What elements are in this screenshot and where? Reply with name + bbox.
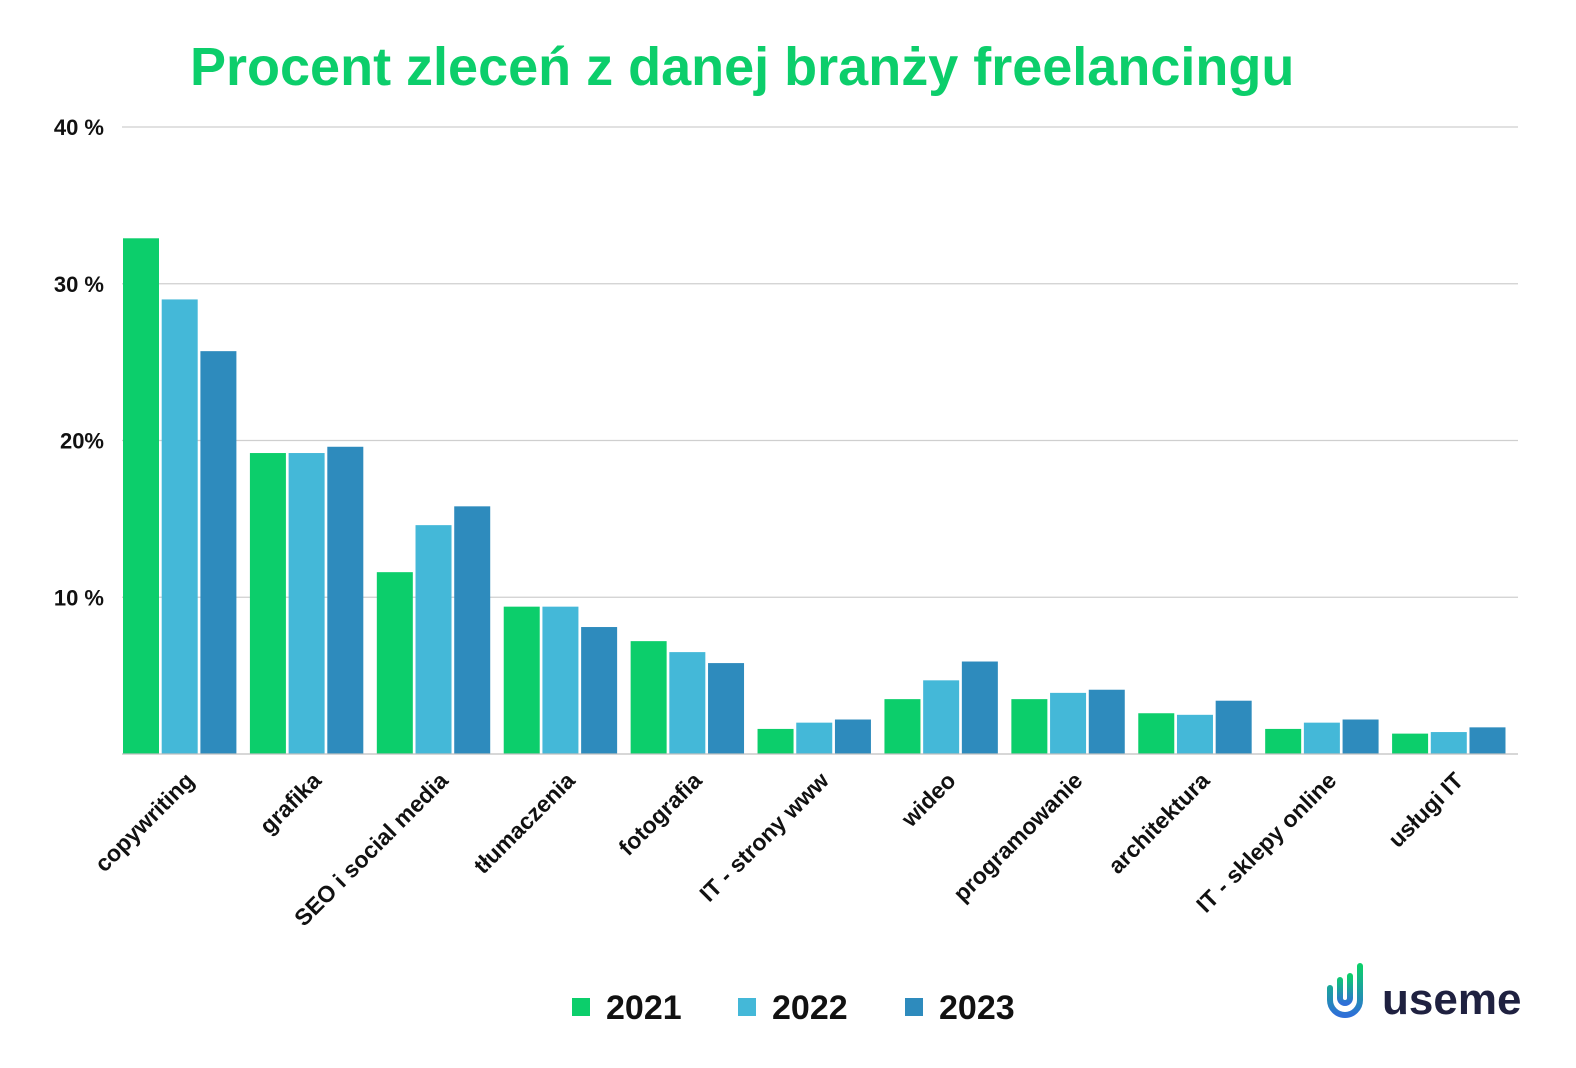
bar-2023	[454, 506, 491, 754]
bar-2023	[834, 719, 871, 754]
bar-2022	[415, 525, 452, 754]
bar-2023	[708, 663, 745, 754]
legend-label: 2021	[606, 989, 682, 1027]
bar-2021	[1265, 728, 1302, 754]
bar-2023	[327, 446, 364, 754]
bar-2023	[1342, 719, 1379, 754]
bar-2022	[1050, 692, 1087, 754]
legend-label: 2022	[772, 989, 848, 1027]
y-tick-label: 20%	[60, 429, 104, 454]
bar-2021	[249, 453, 286, 754]
bar-2021	[1138, 713, 1175, 754]
x-tick-label: grafika	[254, 767, 326, 839]
bar-2021	[884, 699, 921, 754]
bar-2021	[1392, 733, 1429, 754]
bar-2022	[1303, 722, 1340, 754]
legend-swatch-2023	[905, 998, 923, 1016]
logo-text: useme	[1382, 975, 1521, 1024]
y-tick-label: 10 %	[54, 585, 104, 610]
bar-2021	[757, 728, 794, 754]
useme-logo: useme	[1327, 963, 1521, 1024]
x-tick-label: fotografia	[613, 767, 707, 861]
x-tick-label: tłumaczenia	[468, 767, 580, 879]
x-tick-label: programowanie	[948, 767, 1087, 906]
x-tick-label: IT - sklepy online	[1191, 767, 1341, 917]
bar-2021	[376, 572, 413, 754]
bar-2023	[581, 627, 618, 754]
y-axis-ticks: 10 % 20% 30 % 40 %	[54, 115, 104, 610]
bar-2023	[1469, 727, 1506, 754]
useme-logo-icon	[1327, 963, 1363, 1018]
legend-label: 2023	[939, 989, 1015, 1027]
bar-2022	[669, 652, 706, 754]
bar-2022	[796, 722, 833, 754]
bar-2022	[288, 453, 325, 754]
x-tick-label: usługi IT	[1383, 767, 1468, 852]
bar-2021	[630, 641, 667, 754]
bar-2023	[961, 661, 998, 754]
legend: 2021 2022 2023	[572, 989, 1015, 1027]
bar-2021	[1011, 699, 1048, 754]
bar-2022	[1176, 714, 1213, 754]
bar-2023	[1215, 700, 1252, 754]
x-tick-label: wideo	[895, 767, 960, 832]
legend-swatch-2022	[738, 998, 756, 1016]
bar-2022	[923, 680, 960, 754]
chart-title: Procent zleceń z danej branży freelancin…	[190, 37, 1295, 97]
y-tick-label: 30 %	[54, 272, 104, 297]
bar-2022	[542, 606, 579, 754]
bar-2022	[161, 299, 198, 754]
bar-2023	[1088, 689, 1125, 754]
bar-2021	[503, 606, 540, 754]
legend-swatch-2021	[572, 998, 590, 1016]
bar-2022	[1430, 732, 1467, 754]
x-tick-label: copywriting	[89, 767, 199, 877]
bars	[123, 238, 1506, 755]
x-tick-label: architektura	[1103, 767, 1215, 879]
x-tick-label: IT - strony www	[694, 767, 834, 907]
bar-2023	[200, 351, 237, 754]
bar-2021	[123, 238, 159, 755]
y-tick-label: 40 %	[54, 115, 104, 140]
